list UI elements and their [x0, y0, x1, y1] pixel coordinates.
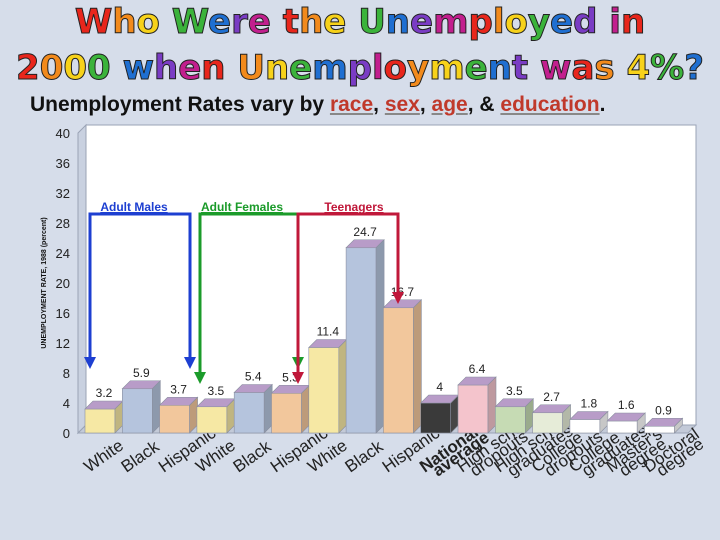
- data-label-11: 3.5: [506, 384, 523, 398]
- subtitle-sep2: ,: [419, 93, 432, 116]
- y-axis-label: UNEMPLOYMENT RATE, 1988 (percent): [41, 217, 48, 348]
- data-label-9: 4: [436, 380, 443, 394]
- y-tick-label: 12: [56, 336, 70, 351]
- data-label-13: 1.8: [581, 397, 598, 411]
- bar-12: [531, 404, 572, 434]
- bar-8: [382, 299, 423, 434]
- category-label-4: Black: [230, 437, 275, 477]
- data-label-1: 5.9: [133, 366, 150, 380]
- bar-9: [419, 394, 460, 434]
- subtitle-suffix: .: [599, 93, 606, 116]
- subtitle-prefix: Unemployment Rates vary by: [30, 93, 330, 116]
- subtitle-race: race: [329, 93, 374, 116]
- bar-10: [457, 376, 497, 434]
- group-label-0: Adult Males: [100, 200, 168, 214]
- category-label-7: Black: [341, 437, 386, 477]
- data-label-7: 24.7: [353, 225, 377, 239]
- bar-11: [494, 398, 535, 434]
- bar-3: [196, 398, 236, 434]
- category-label-0: White: [80, 436, 127, 476]
- group-arrow: [84, 357, 96, 369]
- bar-1: [121, 380, 162, 434]
- chart-side-wall: [77, 123, 87, 435]
- group-arrow: [194, 372, 206, 384]
- bar-4: [233, 383, 273, 434]
- y-tick-label: 32: [56, 186, 70, 201]
- bar-2: [158, 396, 199, 434]
- y-tick-label: 8: [63, 366, 70, 381]
- data-label-6: 11.4: [317, 325, 340, 339]
- chart-title-line2: 2000 when Unemployment was 4%?: [16, 48, 705, 89]
- bar-13: [569, 410, 609, 434]
- bar-5: [270, 384, 311, 434]
- data-label-3: 3.5: [208, 384, 225, 398]
- y-tick-label: 36: [56, 156, 70, 171]
- group-label-2: Teenagers: [324, 200, 383, 214]
- subtitle-sex: sex: [384, 93, 420, 116]
- group-arrow: [184, 357, 196, 369]
- category-label-1: Black: [118, 437, 163, 477]
- y-tick-label: 0: [63, 426, 70, 441]
- data-label-8: 16.7: [391, 285, 415, 299]
- group-arrow: [392, 292, 404, 304]
- group-arrow: [292, 372, 304, 384]
- y-tick-label: 24: [56, 246, 70, 261]
- bar-15: [643, 417, 684, 434]
- y-tick-label: 40: [56, 126, 70, 141]
- bar-14: [606, 412, 646, 434]
- data-label-15: 0.9: [655, 403, 672, 417]
- group-bracket-0: [88, 212, 192, 365]
- data-label-10: 6.4: [469, 362, 486, 376]
- y-tick-label: 4: [63, 396, 70, 411]
- y-tick-label: 20: [56, 276, 70, 291]
- bar-7: [345, 239, 385, 434]
- data-label-4: 5.4: [245, 370, 262, 384]
- subtitle-sep3: , &: [467, 93, 501, 116]
- bar-6: [308, 338, 348, 434]
- subtitle-education: education: [500, 93, 600, 116]
- data-label-12: 2.7: [543, 390, 560, 404]
- data-label-0: 3.2: [96, 386, 113, 400]
- bar-0: [84, 400, 124, 434]
- data-label-14: 1.6: [618, 398, 635, 412]
- subtitle-sep1: ,: [373, 93, 385, 116]
- subtitle-age: age: [431, 93, 468, 116]
- group-bracket-2: [296, 212, 400, 380]
- data-label-2: 3.7: [170, 382, 187, 396]
- group-label-1: Adult Females: [201, 200, 283, 214]
- y-tick-label: 28: [56, 216, 70, 231]
- chart-title-line1: Who Were the Unemployed in: [74, 2, 646, 43]
- y-tick-label: 16: [56, 306, 70, 321]
- chart-subtitle: Unemployment Rates vary by race, sex, ag…: [30, 93, 710, 117]
